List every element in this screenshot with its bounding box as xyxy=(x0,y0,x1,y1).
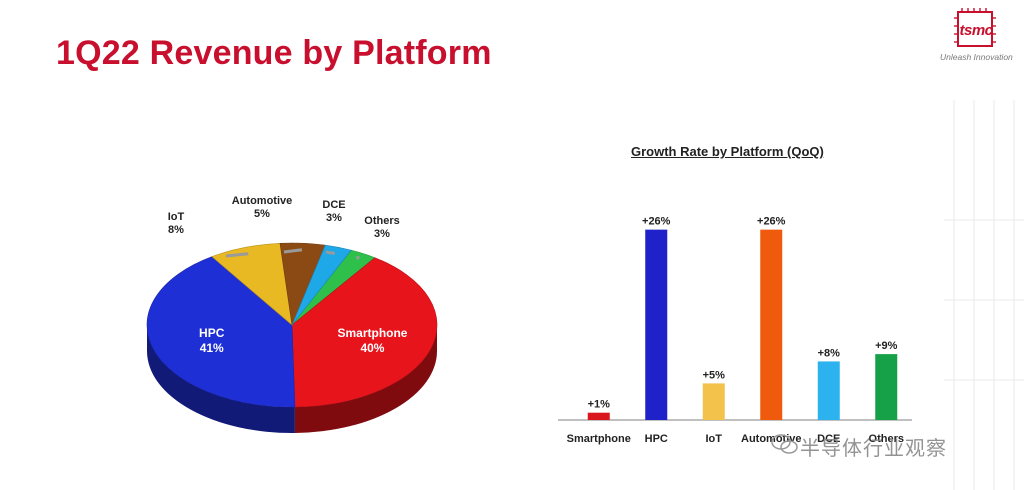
pie-side-smartphone xyxy=(294,325,437,433)
pie-slice-smartphone xyxy=(291,257,438,408)
tagline: Unleash Innovation xyxy=(940,52,1013,62)
growth-bar-chart: +1%Smartphone+26%HPC+5%IoT+26%Automotive… xyxy=(558,216,912,445)
bar-value-dce: +8% xyxy=(818,347,841,359)
bar-chart-container: +1% Smartphone +26% HPC +5% IoT +26% Automotive… xyxy=(550,160,920,460)
pie-slice-hpc xyxy=(146,256,296,408)
bar-category-hpc: HPC xyxy=(645,433,668,445)
pie-value-hpc: 41% xyxy=(200,341,224,355)
pie-label-others: Others xyxy=(364,215,399,227)
pie-slice-dce xyxy=(291,244,352,326)
logo-text: tsmc xyxy=(959,22,993,39)
pie-side-hpc xyxy=(147,325,295,433)
bar-value-iot: +5% xyxy=(703,369,726,381)
bar-chart-title: Growth Rate by Platform (QoQ) xyxy=(631,144,824,159)
logo-chip-icon xyxy=(954,8,996,47)
bar-category-smartphone: Smartphone xyxy=(567,433,631,445)
bar-hpc xyxy=(645,229,668,420)
bar-value-others: +9% xyxy=(875,340,898,352)
bar-smartphone xyxy=(587,412,610,420)
bar-iot xyxy=(702,383,725,420)
pie-value-dce: 3% xyxy=(326,212,342,224)
pie-value-iot: 8% xyxy=(168,224,184,236)
pie-value-automotive: 5% xyxy=(254,208,270,220)
watermark-text: 半导体行业观察 xyxy=(800,438,947,460)
revenue-pie-chart: Others3%Smartphone40%HPC41%IoT8%Automoti… xyxy=(146,195,438,433)
pie-label-iot: IoT xyxy=(168,211,185,223)
pie-chart-container: Others 3% Smartphone 40% HPC 41% IoT 8% Automoti… xyxy=(120,180,450,440)
pie-value-others: 3% xyxy=(374,228,390,240)
bar-dce xyxy=(817,361,840,420)
pie-label-hpc: HPC xyxy=(199,326,225,340)
bar-others xyxy=(875,354,898,420)
pie-leader-dce xyxy=(325,250,335,256)
decorative-lines xyxy=(944,100,1024,490)
bar-automotive xyxy=(760,229,783,420)
tsmc-logo: tsmc xyxy=(944,8,1022,72)
bar-category-dce: DCE xyxy=(817,433,840,445)
pie-label-dce: DCE xyxy=(322,199,345,211)
pie-leader-automotive xyxy=(283,248,303,254)
bar-value-hpc: +26% xyxy=(642,216,671,228)
bar-value-automotive: +26% xyxy=(757,216,786,228)
bar-value-smartphone: +1% xyxy=(588,399,611,411)
pie-label-smartphone: Smartphone xyxy=(337,326,407,340)
pie-label-automotive: Automotive xyxy=(232,195,293,207)
pie-leader-iot xyxy=(225,252,249,258)
wechat-icon xyxy=(771,434,798,454)
pie-value-smartphone: 40% xyxy=(360,341,384,355)
bar-category-others: Others xyxy=(869,433,904,445)
bar-category-iot: IoT xyxy=(706,433,723,445)
slide-title: 1Q22 Revenue by Platform xyxy=(56,34,492,72)
